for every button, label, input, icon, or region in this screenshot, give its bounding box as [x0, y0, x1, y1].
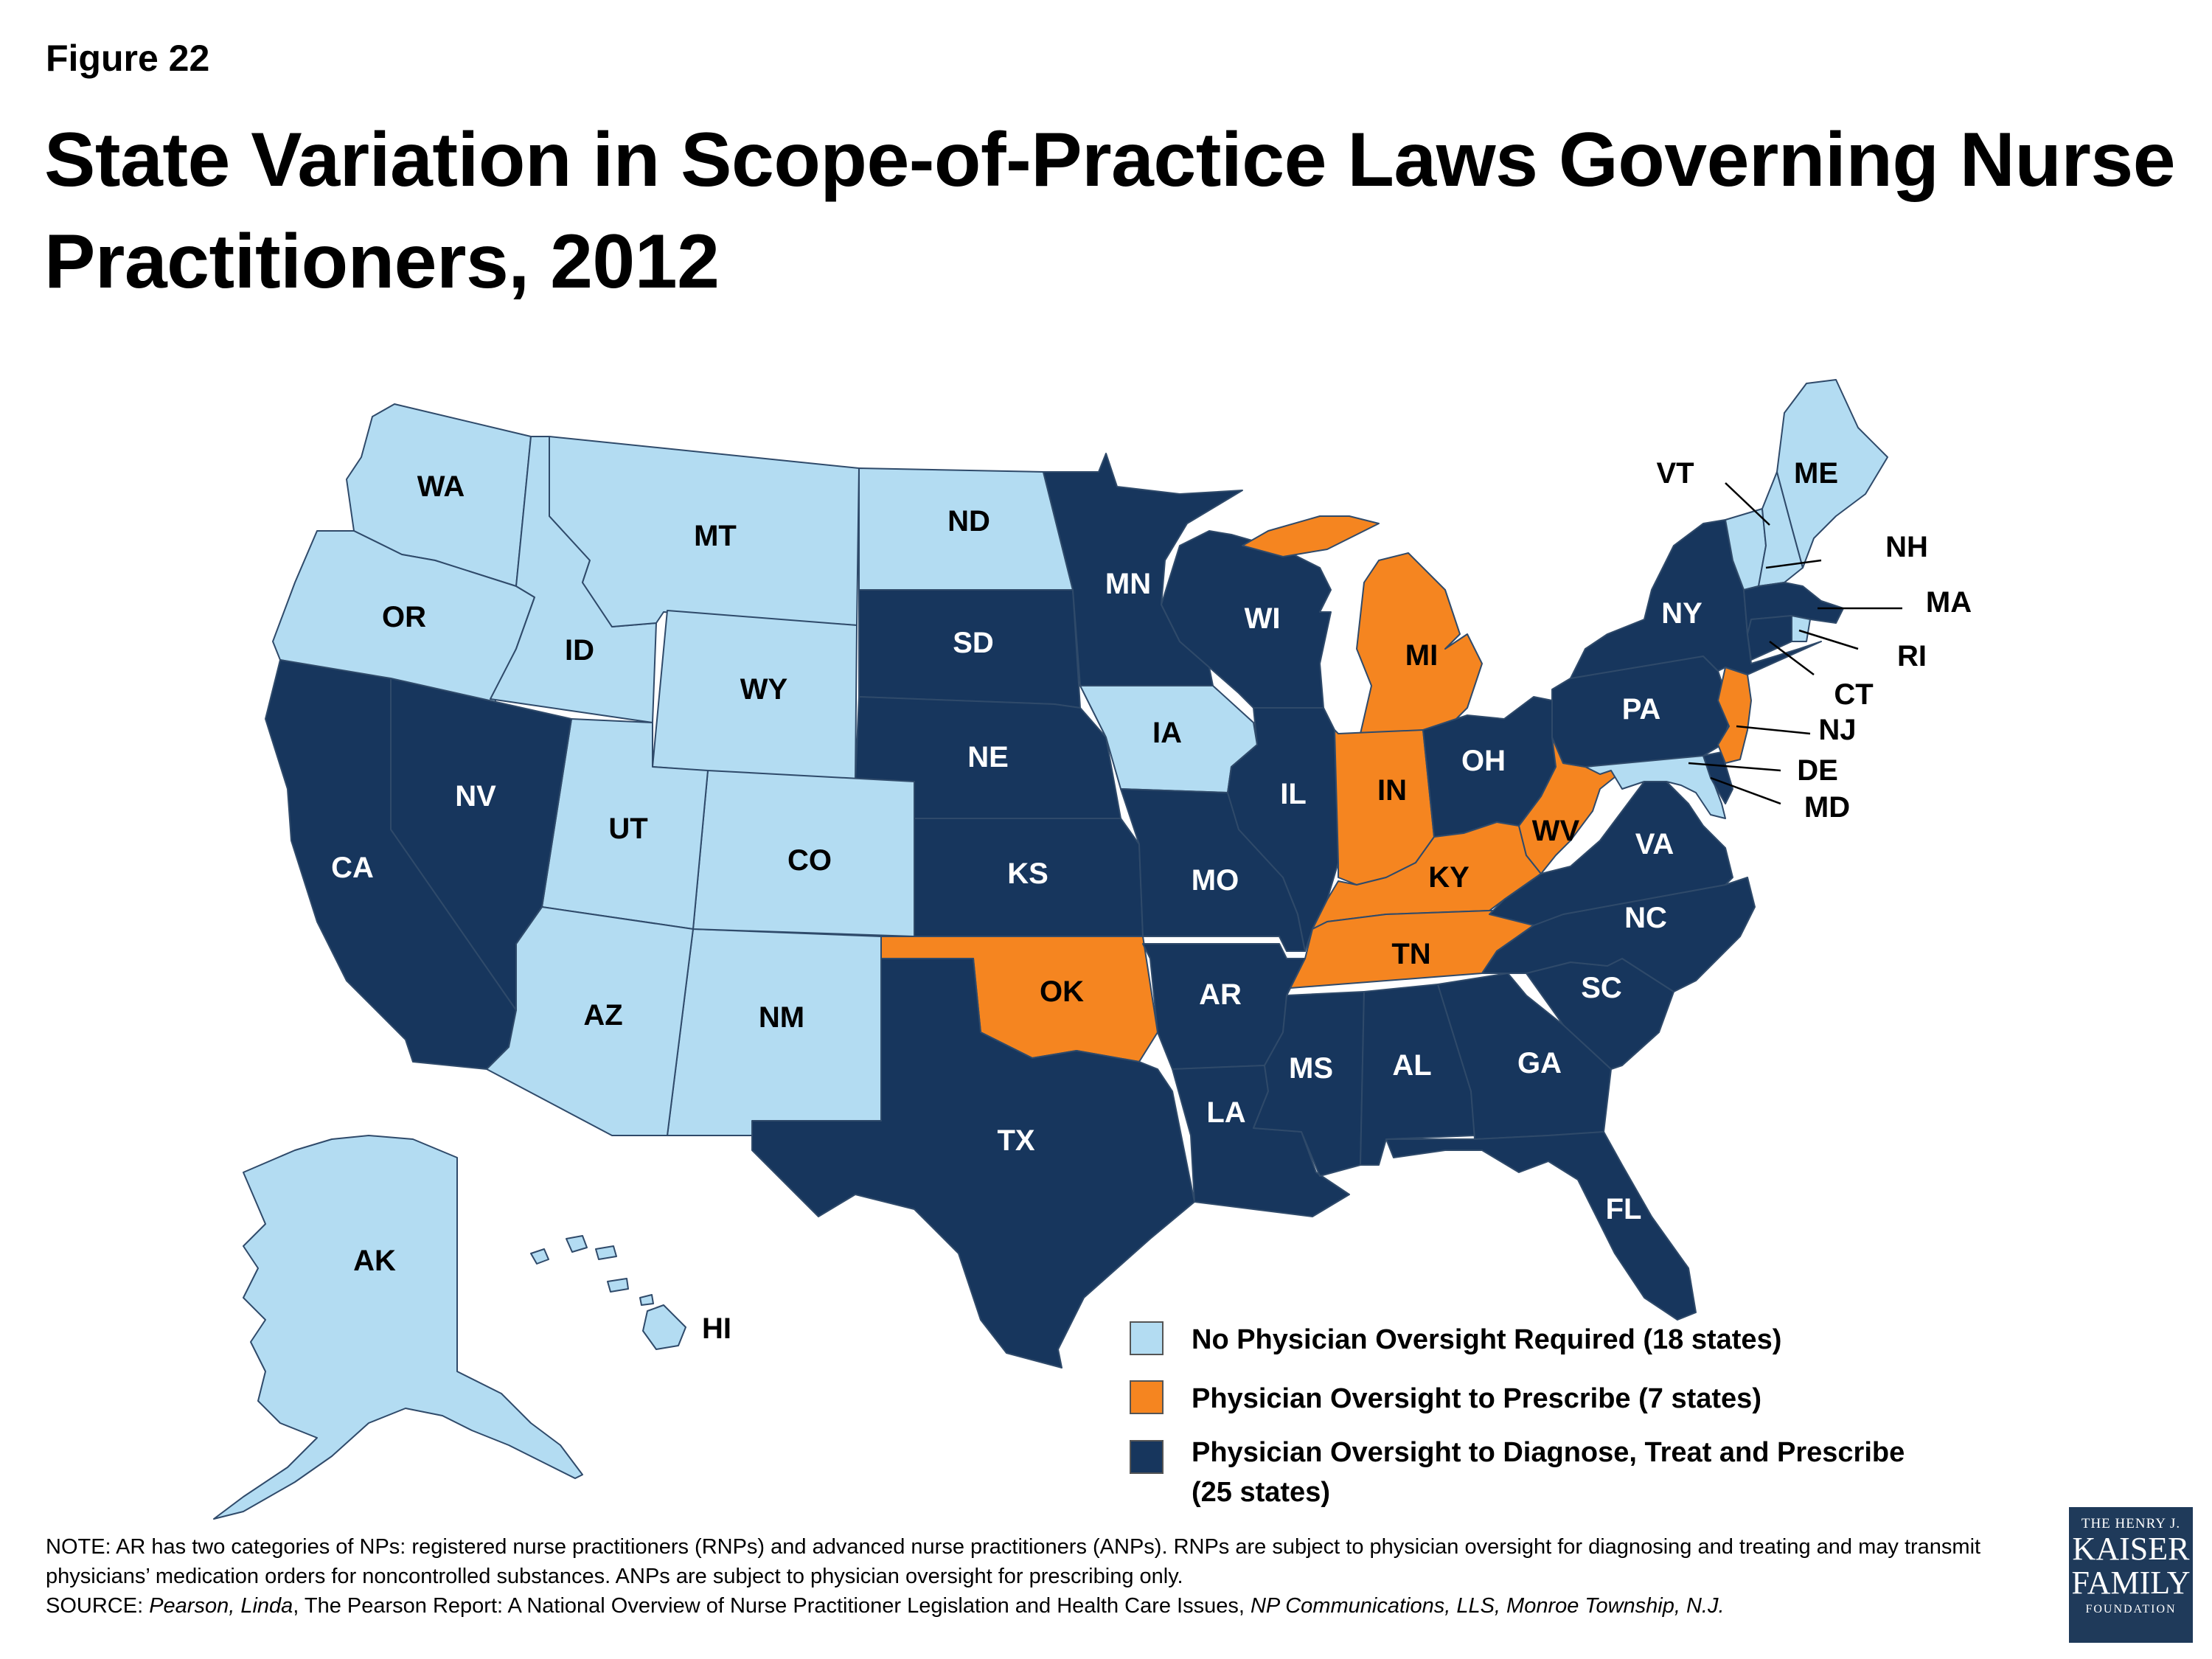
- state-RI[interactable]: [1791, 615, 1811, 642]
- source-publisher: NP Communications, LLS, Monroe Township,…: [1250, 1594, 1725, 1618]
- source-text: SOURCE: Pearson, Linda, The Pearson Repo…: [46, 1591, 2051, 1621]
- label-AK: AK: [353, 1245, 396, 1277]
- label-OR: OR: [382, 601, 426, 633]
- label-NV: NV: [455, 780, 496, 813]
- legend-label: No Physician Oversight Required (18 stat…: [1192, 1324, 1782, 1355]
- label-AL: AL: [1392, 1049, 1431, 1082]
- label-CO: CO: [787, 844, 832, 877]
- page-title: State Variation in Scope-of-Practice Law…: [44, 117, 2176, 305]
- note-text: NOTE: AR has two categories of NPs: regi…: [46, 1535, 1981, 1588]
- label-KS: KS: [1007, 858, 1048, 890]
- source-title: , The Pearson Report: A National Overvie…: [293, 1594, 1251, 1618]
- state-MT[interactable]: [549, 436, 860, 627]
- label-HI: HI: [702, 1312, 731, 1345]
- state-TX[interactable]: [751, 958, 1195, 1368]
- label-NJ: NJ: [1818, 714, 1856, 746]
- legend-item-prescribe: Physician Oversight to Prescribe (7 stat…: [1130, 1379, 1988, 1419]
- leader-CT: [1769, 641, 1815, 675]
- label-AZ: AZ: [583, 999, 622, 1032]
- label-WY: WY: [740, 673, 788, 706]
- label-KY: KY: [1428, 861, 1470, 894]
- label-OK: OK: [1040, 975, 1084, 1008]
- logo-line1: THE HENRY J.: [2081, 1516, 2181, 1531]
- label-ME: ME: [1794, 457, 1838, 490]
- label-MN: MN: [1105, 568, 1151, 600]
- label-TN: TN: [1391, 938, 1430, 970]
- leader-RI: [1798, 629, 1859, 650]
- leader-DE: [1688, 762, 1781, 772]
- label-NE: NE: [967, 741, 1009, 773]
- state-NJ[interactable]: [1717, 667, 1752, 764]
- figure-number: Figure 22: [46, 38, 210, 79]
- label-TX: TX: [997, 1124, 1034, 1157]
- source-author: Pearson, Linda: [149, 1594, 293, 1618]
- source-prefix: SOURCE:: [46, 1594, 150, 1618]
- label-GA: GA: [1517, 1047, 1562, 1079]
- legend-item-none: No Physician Oversight Required (18 stat…: [1130, 1320, 1988, 1360]
- state-AK[interactable]: [213, 1135, 583, 1520]
- state-HI[interactable]: [530, 1235, 686, 1350]
- state-CA[interactable]: [265, 659, 517, 1070]
- label-VT: VT: [1656, 457, 1694, 490]
- label-WA: WA: [417, 470, 465, 503]
- legend-label: Physician Oversight to Prescribe (7 stat…: [1192, 1383, 1761, 1414]
- logo-line2: KAISER: [2072, 1531, 2190, 1567]
- label-ND: ND: [947, 505, 990, 538]
- leader-VT: [1725, 482, 1770, 526]
- state-FL[interactable]: [1385, 1131, 1697, 1321]
- label-WV: WV: [1532, 815, 1580, 847]
- label-SC: SC: [1581, 972, 1622, 1004]
- label-CT: CT: [1834, 678, 1873, 711]
- label-WI: WI: [1245, 602, 1281, 635]
- label-NM: NM: [759, 1001, 804, 1034]
- label-MS: MS: [1289, 1052, 1333, 1085]
- label-MT: MT: [694, 520, 737, 552]
- kff-logo: THE HENRY J. KAISER FAMILY FOUNDATION: [2069, 1507, 2193, 1643]
- state-GA[interactable]: [1437, 973, 1612, 1140]
- label-NY: NY: [1661, 597, 1703, 630]
- label-IN: IN: [1377, 774, 1407, 807]
- logo-line4: FOUNDATION: [2085, 1603, 2177, 1615]
- label-CA: CA: [331, 852, 374, 884]
- label-UT: UT: [608, 813, 647, 845]
- label-DE: DE: [1797, 754, 1838, 787]
- label-PA: PA: [1622, 693, 1661, 726]
- label-OH: OH: [1461, 745, 1506, 777]
- legend-swatch: [1130, 1321, 1164, 1355]
- label-NH: NH: [1885, 531, 1928, 563]
- label-MD: MD: [1804, 791, 1850, 824]
- label-FL: FL: [1606, 1193, 1642, 1225]
- leader-lines: [1688, 482, 1902, 805]
- state-ME[interactable]: [1776, 379, 1888, 568]
- state-MI[interactable]: [1242, 515, 1483, 734]
- state-VA[interactable]: [1489, 781, 1733, 926]
- label-VA: VA: [1635, 828, 1674, 860]
- label-SD: SD: [953, 627, 994, 659]
- label-AR: AR: [1199, 978, 1242, 1011]
- label-MO: MO: [1192, 864, 1239, 897]
- label-IA: IA: [1152, 717, 1182, 749]
- leader-MD: [1710, 776, 1781, 805]
- label-RI: RI: [1897, 640, 1927, 672]
- legend-label: Physician Oversight to Diagnose, Treat a…: [1192, 1437, 1905, 1508]
- footnotes: NOTE: AR has two categories of NPs: regi…: [46, 1532, 2051, 1621]
- logo-line3: FAMILY: [2071, 1565, 2191, 1601]
- legend-swatch: [1130, 1440, 1164, 1474]
- legend-item-full: Physician Oversight to Diagnose, Treat a…: [1130, 1433, 1929, 1512]
- label-ID: ID: [565, 634, 594, 667]
- label-NC: NC: [1624, 902, 1667, 934]
- label-MI: MI: [1405, 639, 1438, 672]
- leader-NJ: [1736, 725, 1811, 735]
- label-MA: MA: [1926, 586, 1972, 619]
- state-CT[interactable]: [1747, 615, 1792, 661]
- label-IL: IL: [1280, 778, 1307, 810]
- label-LA: LA: [1206, 1096, 1245, 1129]
- legend-swatch: [1130, 1380, 1164, 1414]
- leader-NH: [1765, 559, 1822, 569]
